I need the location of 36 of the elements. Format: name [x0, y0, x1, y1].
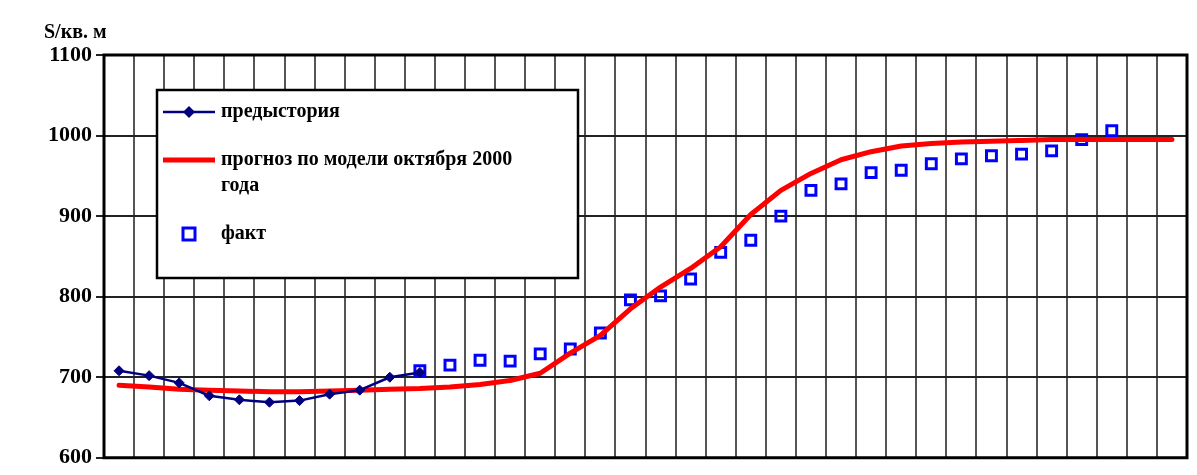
point	[1015, 147, 1028, 161]
point	[834, 177, 848, 191]
point	[173, 377, 185, 389]
point	[954, 152, 968, 166]
legend-label: прогноз по модели октября 2000 года	[221, 147, 513, 196]
y-tick-label: 1000	[48, 121, 92, 147]
point	[1105, 124, 1119, 138]
point	[684, 272, 698, 286]
point	[294, 395, 306, 407]
point	[744, 233, 758, 247]
point	[143, 370, 155, 382]
point	[203, 390, 215, 402]
point	[985, 149, 998, 163]
point	[924, 157, 938, 171]
legend-label: факт	[221, 221, 267, 245]
point	[864, 166, 878, 180]
legend-label: предыстория	[221, 99, 341, 123]
point	[233, 394, 245, 406]
y-tick-label: 800	[59, 282, 92, 308]
point	[1045, 144, 1059, 158]
point	[894, 163, 908, 177]
y-tick-label: 1100	[49, 40, 92, 66]
y-tick-label: 700	[59, 362, 92, 388]
y-tick-label: 900	[59, 201, 92, 227]
point	[384, 371, 396, 383]
point	[443, 358, 457, 372]
point	[354, 384, 366, 396]
point	[473, 353, 487, 367]
point	[503, 354, 517, 368]
y-tick-label: 600	[59, 443, 92, 469]
point	[324, 388, 336, 400]
point	[804, 183, 818, 197]
y-axis-title: S/кв. м	[44, 20, 107, 43]
point	[113, 365, 125, 377]
point	[774, 209, 788, 223]
point	[533, 347, 547, 361]
